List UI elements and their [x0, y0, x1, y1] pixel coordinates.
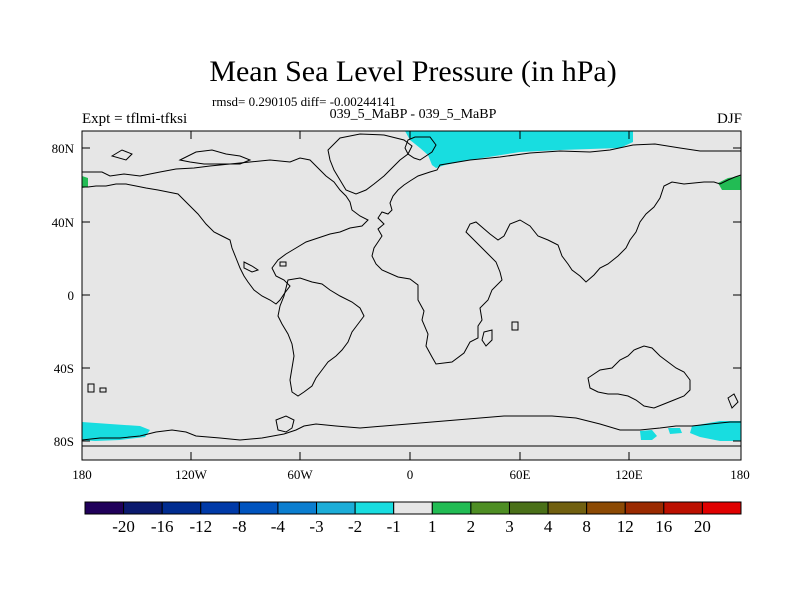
arctic-negative-anomaly	[405, 131, 633, 168]
lat-label-0: 0	[67, 288, 75, 303]
lat-label-80n: 80N	[51, 141, 74, 156]
coastline-north-america	[82, 157, 369, 305]
colorbar-box	[586, 501, 626, 515]
colorbar-box	[663, 501, 703, 515]
antarctic-east-negative-anomaly	[690, 421, 741, 441]
map-background	[82, 131, 741, 460]
colorbar-label: 3	[505, 517, 514, 536]
atlantic-west-positive-anomaly	[82, 176, 88, 188]
lat-label-40n: 40N	[51, 215, 74, 230]
coastline-sri-lanka	[511, 321, 519, 331]
colorbar-label: 16	[655, 517, 673, 536]
coastlines	[81, 133, 742, 447]
colorbar-label: 1	[428, 517, 437, 536]
coastline-caribbean	[279, 261, 287, 267]
colorbar-box	[547, 501, 588, 515]
colorbar-label: 20	[693, 517, 711, 536]
coastline-new-zealand	[727, 393, 739, 409]
colorbar-label: -3	[309, 517, 324, 536]
coastline-central-america	[243, 261, 260, 273]
coastline-antarctic-peninsula	[275, 415, 295, 433]
coastline-north-europe	[404, 136, 437, 161]
coastline-west-island	[87, 383, 95, 393]
map-subtitle: 039_5_MaBP - 039_5_MaBP	[329, 107, 497, 122]
lon-label-180w: 180	[72, 467, 92, 482]
lat-label-40s: 40S	[53, 361, 74, 376]
colorbar-box	[316, 501, 356, 515]
lon-label-0: 0	[406, 467, 414, 482]
coastline-antarctica	[81, 415, 741, 441]
coastline-madagascar	[481, 329, 493, 347]
coastline-greenland	[327, 133, 413, 195]
coastline-eurasia-africa	[371, 143, 742, 365]
colorbar-box	[701, 501, 742, 515]
antarctic-small-negative-anomaly-1	[640, 430, 657, 440]
coastline-arctic-islands	[178, 149, 252, 165]
colorbar-box	[277, 501, 318, 515]
lon-label-120e: 120E	[615, 467, 643, 482]
colorbar-label: -20	[112, 517, 135, 536]
colorbar-label: -2	[348, 517, 363, 536]
stats-readout: rmsd= 0.290105 diff= -0.00244141	[212, 94, 396, 109]
lon-label-60w: 60W	[287, 467, 313, 482]
colorbar-label: -16	[150, 517, 174, 536]
coastline-west-island-2	[99, 387, 107, 393]
colorbar-label: 8	[582, 517, 591, 536]
colorbar-box	[354, 501, 395, 515]
season-label: DJF	[716, 111, 742, 127]
colorbar-box	[431, 501, 472, 515]
colorbar-label: -12	[189, 517, 213, 536]
colorbar-box	[393, 501, 433, 515]
colorbar-label: 4	[543, 517, 553, 536]
antarctic-small-negative-anomaly-2	[668, 428, 682, 434]
lon-label-180e: 180	[730, 467, 750, 482]
colorbar-label: -4	[270, 517, 285, 536]
colorbar	[84, 501, 742, 515]
coastline-arctic-island-2	[110, 149, 133, 161]
lon-label-60e: 60E	[509, 467, 531, 482]
colorbar-box	[123, 501, 163, 515]
colorbar-label: -1	[386, 517, 401, 536]
map-title: Mean Sea Level Pressure (in hPa)	[209, 55, 617, 88]
lon-label-120w: 120W	[175, 467, 207, 482]
colorbar-label: 12	[616, 517, 634, 536]
axis-ticks	[82, 131, 741, 460]
experiment-label: Expt = tflmi-tfksi	[82, 111, 188, 127]
colorbar-box	[624, 501, 665, 515]
colorbar-label: -8	[232, 517, 247, 536]
colorbar-box	[84, 501, 125, 515]
lat-label-80s: 80S	[53, 434, 74, 449]
colorbar-box	[200, 501, 240, 515]
colorbar-label: 2	[466, 517, 476, 536]
colorbar-box	[470, 501, 510, 515]
colorbar-box	[238, 501, 279, 515]
pacific-north-positive-anomaly	[718, 176, 741, 190]
coastline-south-america	[277, 277, 365, 397]
coastline-australia	[587, 345, 691, 409]
colorbar-box	[161, 501, 202, 515]
colorbar-box	[508, 501, 549, 515]
